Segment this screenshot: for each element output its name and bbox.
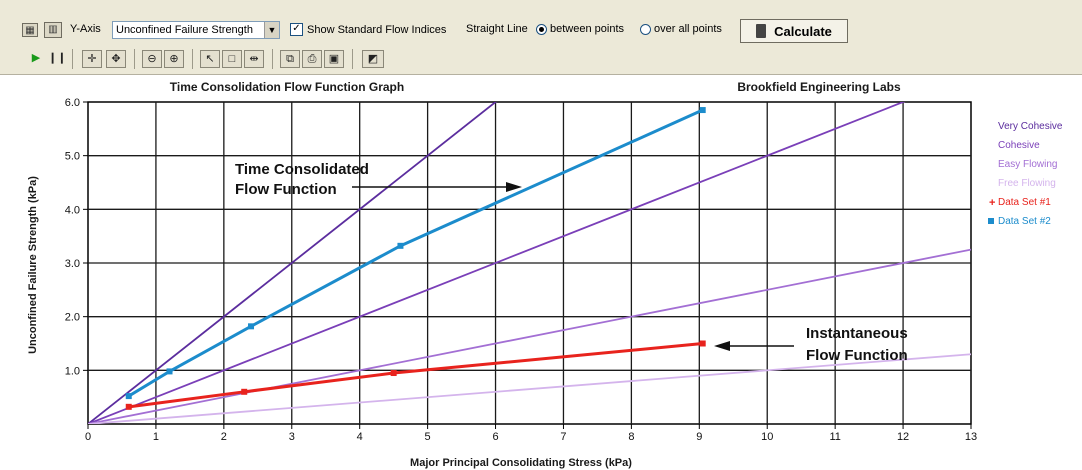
between-points-radio[interactable]: between points <box>536 23 624 35</box>
show-indices-label: Show Standard Flow Indices <box>307 23 447 36</box>
table-icon[interactable]: ▦ <box>22 23 38 37</box>
x-tick-label: 7 <box>560 431 566 443</box>
y-tick-label: 3.0 <box>65 258 80 270</box>
zoom-in-icon[interactable]: ⊕ <box>164 50 184 68</box>
x-tick-label: 6 <box>492 431 498 443</box>
data-point <box>699 340 706 347</box>
data-point <box>397 242 404 249</box>
legend: Very Cohesive Cohesive Easy Flowing Free Fl… <box>988 121 1063 227</box>
data-point <box>125 403 132 410</box>
data-point <box>248 323 255 330</box>
show-indices-checkbox[interactable]: ✓ Show Standard Flow Indices <box>290 23 446 36</box>
x-tick-label: 5 <box>425 431 431 443</box>
pan-icon[interactable]: ✥ <box>106 50 126 68</box>
calculator-icon <box>756 24 767 38</box>
straight-line-label: Straight Line <box>466 23 528 35</box>
legend-item: Data Set #2 <box>998 216 1051 227</box>
fit-width-icon[interactable]: ⇹ <box>244 50 264 68</box>
calculate-label: Calculate <box>774 23 832 39</box>
reference-lines <box>88 102 971 424</box>
yaxis-label: Y-Axis <box>70 23 101 35</box>
y-axis-label: Unconfined Failure Strength (kPa) <box>27 176 39 354</box>
legend-item: Free Flowing <box>998 178 1056 189</box>
calculate-button[interactable]: Calculate <box>740 19 848 43</box>
y-tick-label: 4.0 <box>65 204 80 216</box>
data-point <box>699 107 706 114</box>
reference-line <box>88 248 971 424</box>
copy-icon[interactable]: ⧉ <box>280 50 300 68</box>
x-tick-label: 4 <box>357 431 363 443</box>
x-tick-label: 13 <box>965 431 977 443</box>
x-tick-label: 2 <box>221 431 227 443</box>
data-series <box>125 107 706 410</box>
annotation-instantaneous-line1: Instantaneous <box>806 325 908 342</box>
chart-toolbar <box>0 44 1082 75</box>
legend-item: Very Cohesive <box>998 121 1063 132</box>
x-tick-label: 8 <box>628 431 634 443</box>
y-tick-label: 2.0 <box>65 312 80 324</box>
x-tick-label: 0 <box>85 431 91 443</box>
yaxis-select[interactable]: Unconfined Failure Strength ▼ <box>112 21 280 39</box>
flow-function-chart: Time Consolidation Flow Function Graph B… <box>27 80 1063 469</box>
chevron-down-icon[interactable]: ▼ <box>264 22 279 38</box>
x-tick-label: 9 <box>696 431 702 443</box>
reference-line <box>88 102 906 424</box>
top-toolbar: ▦ ▥ Y-Axis Unconfined Failure Strength ▼… <box>0 0 1082 45</box>
annotation-arrowhead <box>506 182 522 192</box>
data-point <box>125 393 132 400</box>
print-icon[interactable]: ⎙ <box>302 50 322 68</box>
x-tick-label: 10 <box>761 431 773 443</box>
legend-item: Cohesive <box>998 140 1040 151</box>
x-axis-ticks: 0 1 2 3 4 5 6 7 8 9 10 11 12 13 <box>85 424 977 443</box>
over-all-points-label: over all points <box>654 23 722 35</box>
zoom-out-icon[interactable]: ⊖ <box>142 50 162 68</box>
legend-marker: + <box>989 197 995 209</box>
chart-subtitle: Brookfield Engineering Labs <box>737 80 901 94</box>
data-point <box>390 370 397 377</box>
properties-icon[interactable]: ◩ <box>362 50 384 68</box>
radio-unselected-icon[interactable] <box>640 23 651 35</box>
select-box-icon[interactable]: □ <box>222 50 242 68</box>
between-points-label: between points <box>550 23 624 35</box>
annotation-instantaneous-line2: Flow Function <box>806 347 908 364</box>
pointer-icon[interactable]: ↖ <box>200 50 220 68</box>
grid <box>87 101 972 425</box>
annotation-arrowhead <box>714 341 730 351</box>
play-icon[interactable]: ▶ <box>31 52 41 64</box>
x-tick-label: 12 <box>897 431 909 443</box>
checkbox-checked-icon[interactable]: ✓ <box>290 23 303 36</box>
y-tick-label: 6.0 <box>65 97 80 109</box>
save-icon[interactable]: ▣ <box>324 50 344 68</box>
pause-icon[interactable]: ❙❙ <box>48 52 67 64</box>
legend-marker <box>988 218 994 224</box>
radio-selected-icon[interactable] <box>536 23 547 35</box>
y-tick-label: 5.0 <box>65 151 80 163</box>
x-tick-label: 3 <box>289 431 295 443</box>
legend-item: Data Set #1 <box>998 197 1051 208</box>
reference-line <box>88 353 971 424</box>
x-axis-label: Major Principal Consolidating Stress (kP… <box>410 457 632 469</box>
legend-item: Easy Flowing <box>998 159 1057 170</box>
reference-line <box>88 102 497 424</box>
x-tick-label: 11 <box>829 431 840 443</box>
x-tick-label: 1 <box>153 431 159 443</box>
yaxis-select-value: Unconfined Failure Strength <box>116 24 253 36</box>
annotation-time-consolidated-line2: Flow Function <box>235 181 337 198</box>
crosshair-icon[interactable]: ✛ <box>82 50 102 68</box>
series-line <box>128 342 703 409</box>
annotations: Time Consolidated Flow Function Instantane… <box>235 161 908 364</box>
data-point <box>166 368 173 375</box>
annotation-time-consolidated-line1: Time Consolidated <box>235 161 369 178</box>
y-tick-label: 1.0 <box>65 365 80 377</box>
over-all-points-radio[interactable]: over all points <box>640 23 722 35</box>
data-point <box>241 388 248 395</box>
y-axis-ticks: 1.0 2.0 3.0 4.0 5.0 6.0 <box>65 97 88 377</box>
chart-settings-icon[interactable]: ▥ <box>44 22 62 38</box>
chart-title: Time Consolidation Flow Function Graph <box>170 80 404 94</box>
